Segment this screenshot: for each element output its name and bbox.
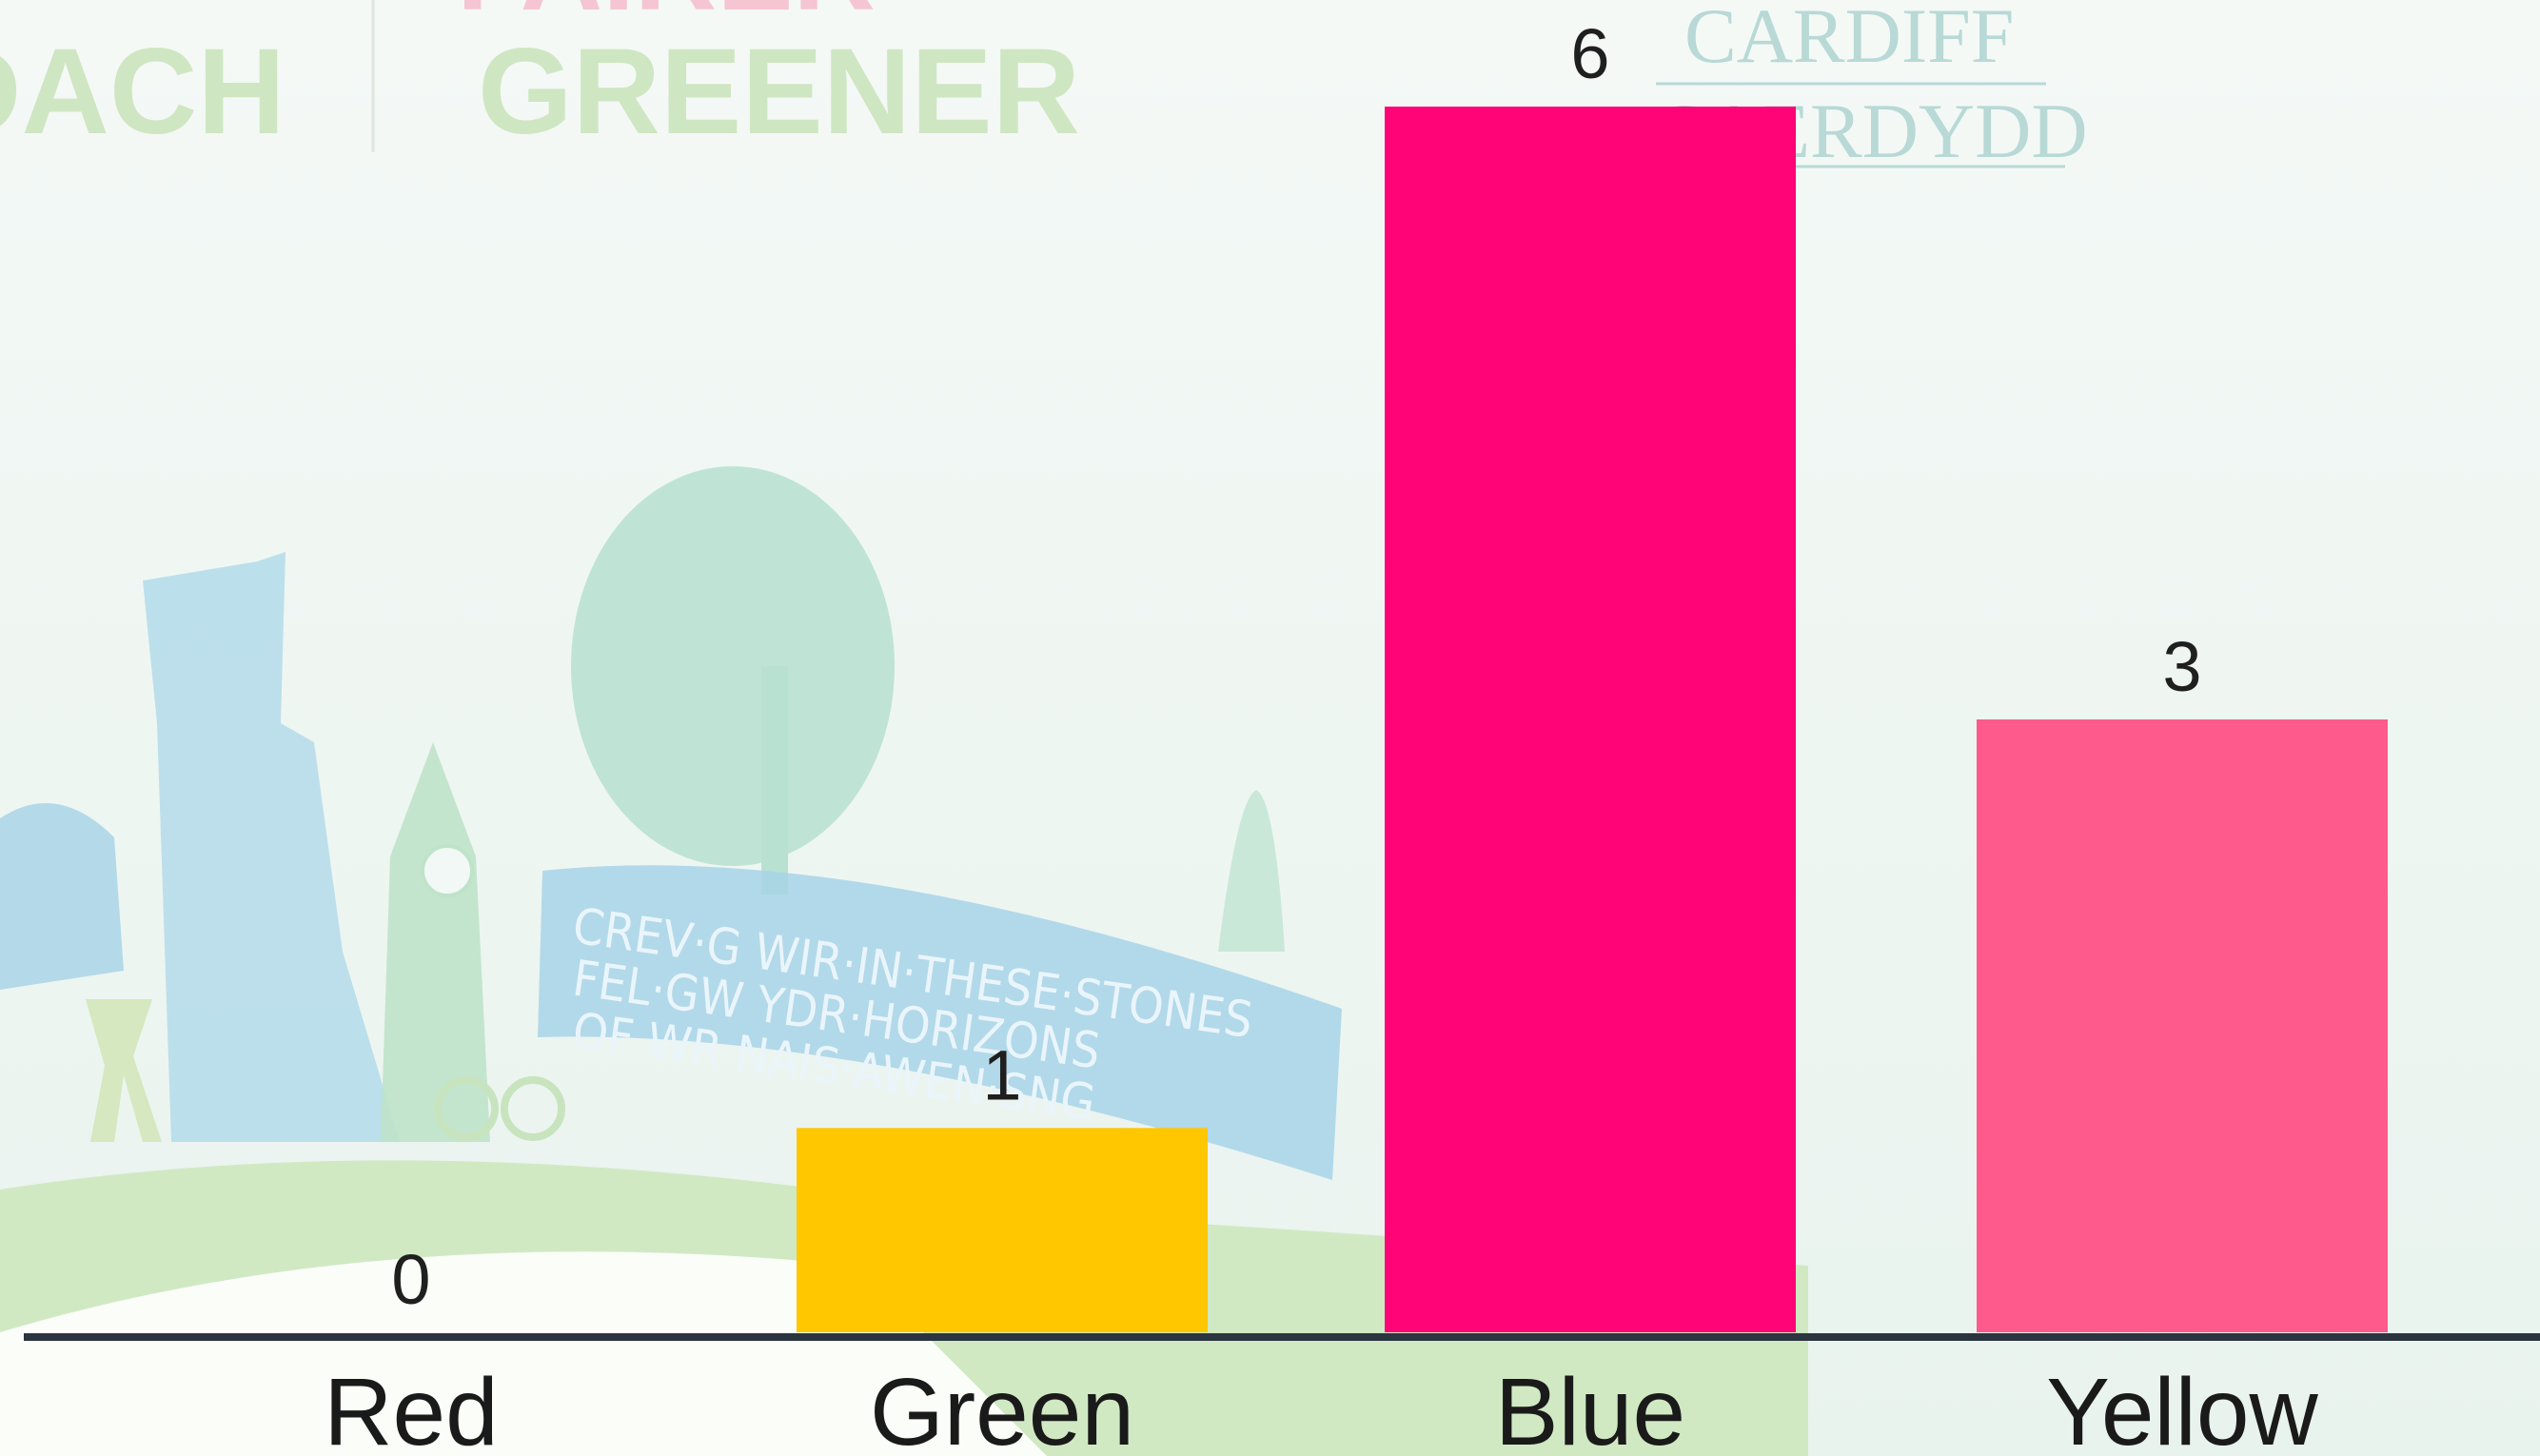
bar-yellow	[1977, 719, 2388, 1332]
category-label-red: Red	[324, 1359, 498, 1456]
bars-layer	[797, 107, 2388, 1332]
watermark-right-top: CARDIFF	[1684, 0, 2014, 79]
bicycle-wheel	[501, 1076, 565, 1141]
bar-green	[797, 1128, 1208, 1332]
category-label-green: Green	[870, 1359, 1134, 1456]
labels-layer: 0 Red 1 Green 6 Blue 3 Yellow	[324, 14, 2318, 1456]
data-label-blue: 6	[1570, 14, 1609, 93]
clock-icon	[421, 844, 474, 897]
clock-tower-shape	[381, 742, 490, 1142]
bar-blue	[1385, 107, 1796, 1332]
watermark-middle-word: GREENER	[478, 24, 1080, 160]
bicycle-icon	[434, 1076, 499, 1141]
white-hill-shape	[0, 1251, 1047, 1456]
watermark-middle-top: FAIRER	[457, 0, 876, 34]
category-label-blue: Blue	[1495, 1359, 1685, 1456]
tree-icon	[571, 466, 895, 866]
spire-shape	[1218, 790, 1285, 952]
dome-building-shape	[0, 803, 124, 990]
data-label-yellow: 3	[2162, 627, 2201, 706]
dancer-icon	[86, 999, 162, 1142]
data-label-red: 0	[391, 1240, 430, 1319]
tower-shape	[143, 552, 400, 1142]
watermark-left-word: DACH	[0, 24, 286, 160]
category-label-yellow: Yellow	[2046, 1359, 2318, 1456]
data-label-green: 1	[982, 1035, 1021, 1114]
stone-banner-shape	[538, 865, 1342, 1180]
tree-trunk	[761, 666, 788, 895]
